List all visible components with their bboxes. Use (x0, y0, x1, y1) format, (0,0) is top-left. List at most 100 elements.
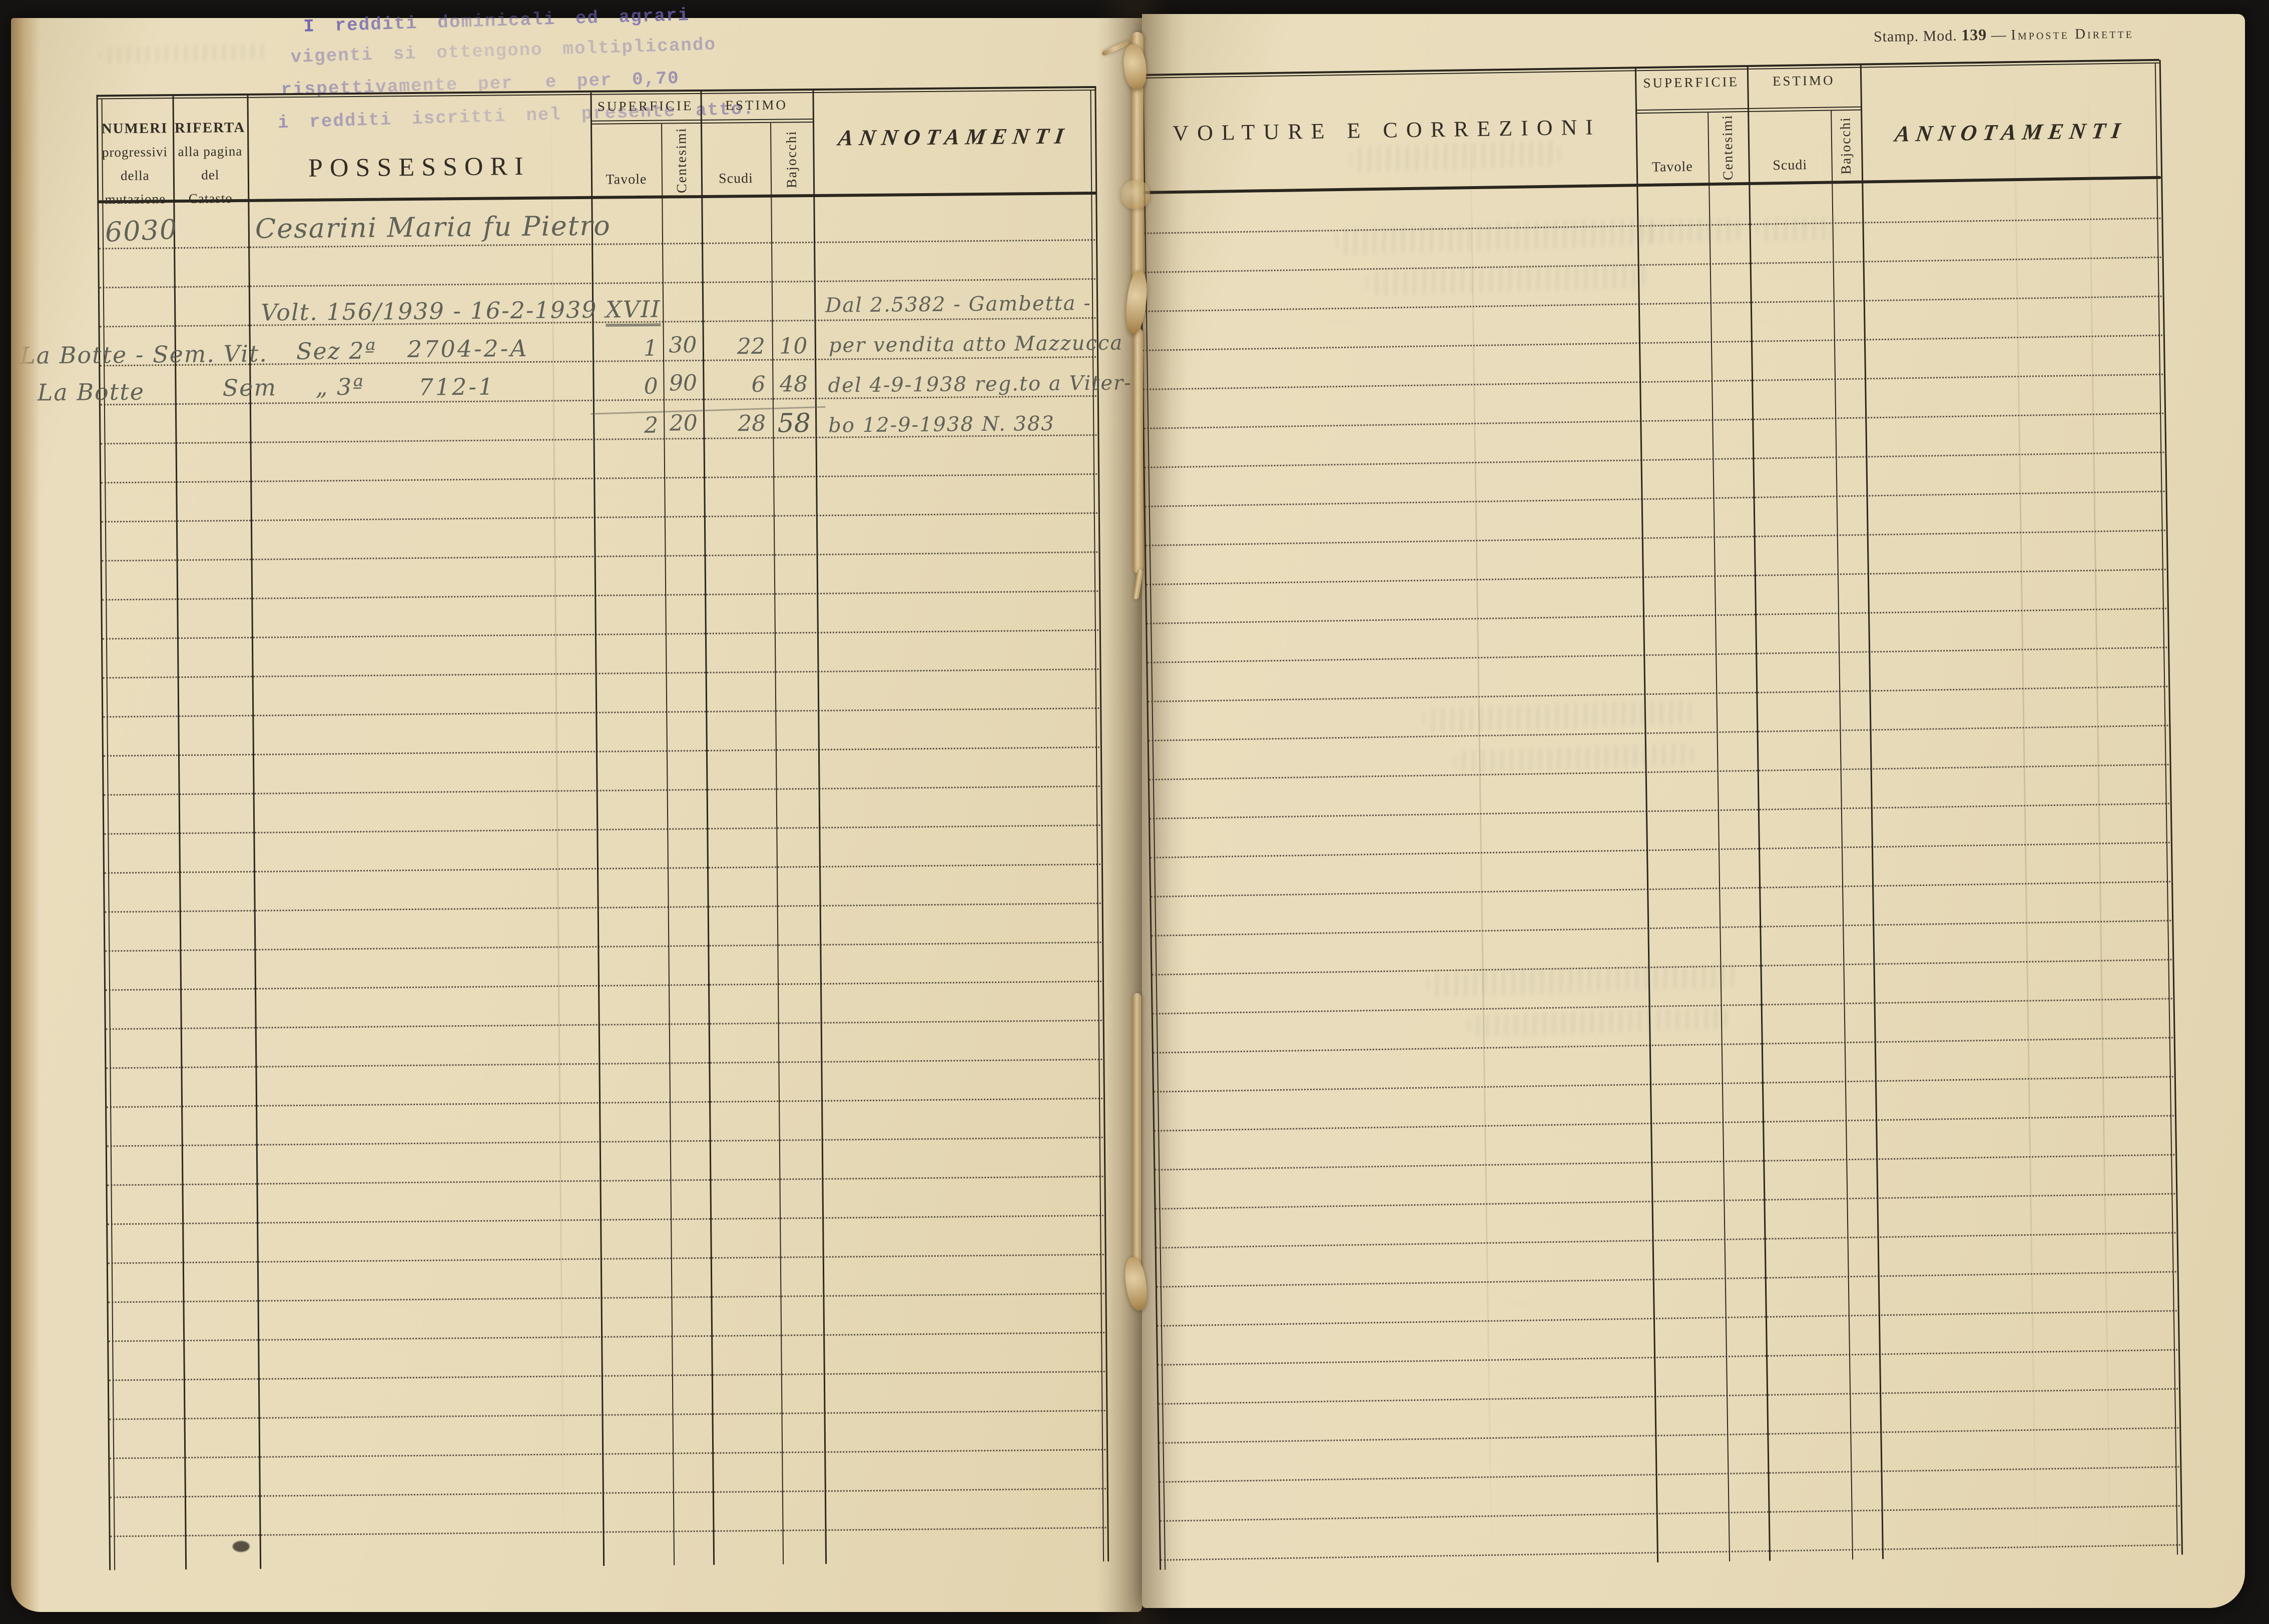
entry-possessore: Cesarini Maria fu Pietro (255, 210, 611, 245)
dotted-row-line (1151, 881, 2171, 898)
stamp-line-2: vigenti si ottengono moltiplicando (290, 34, 717, 68)
dotted-row-line (1153, 1037, 2173, 1054)
right-page: Stamp. Mod. 139 — Imposte Dirette VOLTUR… (1137, 14, 2245, 1608)
header-bottom-rule-right (1139, 176, 2161, 194)
dotted-row-line (1142, 295, 2162, 312)
dotted-row-line (1145, 529, 2165, 546)
header-riferta-l4: Catasto (188, 191, 233, 206)
dotted-row-line (1155, 1193, 2175, 1210)
annotation-line-2: per vendita atto Mazzucca (828, 331, 1123, 357)
header-superficie: SUPERFICIE (597, 98, 694, 114)
col-line-volture-superficie (1634, 68, 1659, 1562)
row1-scudi: 22 (737, 333, 766, 360)
entry-voltura-era: XVII (605, 295, 661, 327)
header-riferta-l2: alla pagina (178, 143, 243, 160)
row1-centesimi: 30 (669, 332, 697, 358)
header-estimo-right: ESTIMO (1772, 73, 1835, 89)
left-page-printing: I redditi dominicali ed agrari vigenti s… (4, 5, 1149, 1612)
ink-blot (232, 1540, 250, 1552)
row2-bajocchi: 48 (779, 371, 808, 397)
row2-margin-loc: La Botte (37, 378, 145, 406)
header-possessori: POSSESSORI (308, 152, 530, 183)
header-riferta-l3: del (201, 167, 220, 183)
header-numeri-l1: NUMERI (101, 120, 168, 137)
dotted-row-line (1146, 568, 2166, 585)
dotted-row-line (1159, 1427, 2179, 1444)
binding-cord-lower (1132, 993, 1142, 1268)
totals-scudi: 28 (738, 410, 766, 437)
dotted-row-line (1156, 1232, 2176, 1249)
left-page: I redditi dominicali ed agrari vigenti s… (11, 5, 1142, 1612)
header-annotamenti-left: ANNOTAMENTI (836, 123, 1071, 151)
dotted-row-line (1160, 1544, 2180, 1561)
form-ref-suffix: Imposte Dirette (2011, 25, 2134, 44)
form-ref-number: 139 (1961, 25, 1987, 44)
col-line-superficie-estimo-right (1747, 66, 1771, 1561)
dotted-row-line (1149, 802, 2169, 820)
ghost-mark (1756, 216, 1842, 242)
ghost-mark (1641, 217, 1743, 244)
dotted-row-line (1151, 920, 2171, 937)
dotted-row-line (1150, 842, 2170, 859)
table-right-border-right-inner (2154, 63, 2178, 1555)
ghost-mark (1349, 140, 1561, 173)
entry-voltura: Volt. 156/1939 - 16-2-1939 XVII (261, 295, 661, 327)
stamp-line-3c: 0,70 (632, 68, 680, 90)
header-annotamenti-right: ANNOTAMENTI (1893, 118, 2128, 147)
binding-wrap (1121, 180, 1150, 209)
stamp-line-1: I redditi dominicali ed agrari (303, 5, 690, 37)
ghost-mark (1453, 743, 1694, 773)
dotted-row-line (1155, 1154, 2175, 1171)
row1-mappale: 2704-2-A (407, 334, 529, 363)
row1-tavole: 1 (643, 335, 658, 361)
header-numeri-l4: mutazione (105, 191, 166, 207)
dotted-row-line (1157, 1310, 2177, 1327)
ghost-mark (1467, 1007, 1729, 1037)
ghost-mark (99, 43, 270, 64)
dotted-row-line (1147, 607, 2166, 624)
dotted-row-line (1154, 1115, 2174, 1132)
dotted-row-line (1158, 1388, 2178, 1405)
header-tavole: Tavole (606, 171, 647, 188)
page-crease (2013, 66, 2037, 1567)
col-line-scudi-bajocchi-right (1831, 111, 1854, 1560)
header-scudi-right: Scudi (1773, 157, 1808, 174)
header-riferta-l1: RIFERTA (174, 119, 246, 137)
row2-scudi: 6 (751, 371, 766, 398)
col-line-estimo-annotamenti-right (1860, 64, 1884, 1559)
page-crease (1468, 74, 1493, 1575)
ghost-mark (1427, 963, 1738, 998)
stamp-line-3b: e per (545, 70, 613, 93)
header-centesimi: Centesimi (674, 127, 690, 194)
header-tavole-right: Tavole (1651, 159, 1693, 175)
header-superficie-right: SUPERFICIE (1643, 74, 1740, 91)
dotted-row-line (1147, 646, 2167, 663)
dotted-row-line (1143, 373, 2163, 390)
dotted-row-line (1148, 685, 2168, 702)
row2-margin-q: Sem (222, 374, 277, 402)
dotted-row-line (1143, 334, 2162, 351)
dotted-row-line (1160, 1505, 2180, 1522)
dotted-row-line (1145, 490, 2165, 507)
row2-sezione: „ 3ª (315, 373, 365, 401)
header-numeri: NUMERI progressivi della mutazione (97, 117, 174, 211)
row2-centesimi: 90 (669, 370, 698, 396)
totals-bajocchi: 58 (777, 408, 811, 439)
annotation-line-1: Dal 2.5382 - Gambetta - (825, 292, 1091, 317)
right-page-printing: Stamp. Mod. 139 — Imposte Dirette VOLTUR… (1132, 0, 2259, 1608)
totals-tavole: 2 (644, 412, 659, 438)
form-ref-prefix: Stamp. Mod. (1873, 27, 1958, 46)
dotted-row-line (1156, 1271, 2176, 1288)
form-reference: Stamp. Mod. 139 — Imposte Dirette (1874, 23, 2134, 46)
annotation-line-3: del 4-9-1938 reg.to a Viter- (828, 371, 1132, 397)
dotted-row-line (1144, 451, 2164, 468)
dotted-row-line (1158, 1349, 2177, 1366)
totals-centesimi: 20 (669, 410, 698, 436)
table-right-border-right (2159, 60, 2183, 1555)
header-centesimi-right: Centesimi (1720, 114, 1737, 181)
binding-cord-mid (1133, 328, 1143, 573)
row1-bajocchi: 10 (779, 333, 808, 359)
header-bajocchi-right: Bajocchi (1838, 117, 1855, 175)
header-numeri-l2: progressivi (102, 144, 168, 160)
